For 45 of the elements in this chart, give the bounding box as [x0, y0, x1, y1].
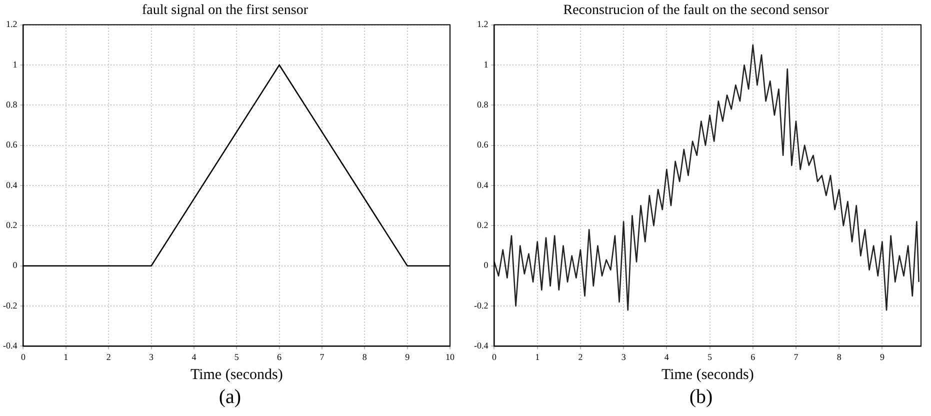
- y-tick-label: 1.2: [6, 19, 18, 30]
- x-tick-label: 5: [234, 352, 240, 362]
- x-tick-label: 8: [362, 352, 368, 362]
- y-tick-label: 0: [484, 260, 489, 270]
- y-tick-label: 0.8: [476, 100, 489, 110]
- x-axis-title: Time (seconds): [661, 366, 754, 383]
- x-tick-label: 10: [446, 352, 455, 362]
- y-tick-label: -0.4: [474, 340, 489, 351]
- chart-title: fault signal on the first sensor: [142, 3, 308, 18]
- y-tick-label: 0.6: [6, 140, 18, 150]
- y-tick-label: 1: [484, 59, 488, 70]
- x-tick-label: 3: [621, 352, 626, 362]
- chart-title: Reconstrucion of the fault on the second sensor: [563, 3, 830, 18]
- x-tick-label: 5: [708, 352, 713, 362]
- x-tick-label: 4: [192, 352, 197, 362]
- x-tick-label: 7: [320, 352, 325, 362]
- x-tick-label: 0: [20, 352, 26, 362]
- text: (a): [218, 385, 242, 410]
- y-tick-label: -0.4: [2, 340, 18, 351]
- y-tick-label: 0: [12, 260, 18, 270]
- x-tick-label: 2: [106, 352, 111, 362]
- y-tick-label: 0.4: [476, 180, 489, 190]
- y-tick-label: 0.4: [6, 180, 18, 190]
- x-tick-label: 1: [64, 352, 68, 362]
- y-tick-label: 0.6: [476, 140, 489, 150]
- y-tick-label: 1.2: [476, 19, 488, 30]
- y-tick-label: 0.2: [6, 220, 18, 230]
- y-tick-label: 1: [12, 59, 18, 70]
- x-tick-label: 1: [535, 352, 540, 362]
- y-tick-label: 0.2: [476, 220, 488, 230]
- x-tick-label: 6: [277, 352, 282, 362]
- x-tick-label: 6: [750, 352, 756, 362]
- x-axis-title: Time (seconds): [190, 366, 283, 383]
- x-tick-label: 9: [880, 352, 885, 362]
- y-tick-label: -0.2: [2, 300, 18, 310]
- x-tick-label: 9: [405, 352, 410, 362]
- x-tick-label: 3: [149, 352, 154, 362]
- x-tick-label: 4: [664, 352, 670, 362]
- text: (b): [689, 385, 713, 410]
- x-tick-label: 8: [836, 352, 842, 362]
- y-tick-label: -0.2: [474, 300, 488, 310]
- y-tick-label: 0.8: [6, 100, 18, 110]
- x-tick-label: 7: [794, 352, 799, 362]
- x-tick-label: 2: [578, 352, 583, 362]
- x-tick-label: 0: [492, 352, 497, 362]
